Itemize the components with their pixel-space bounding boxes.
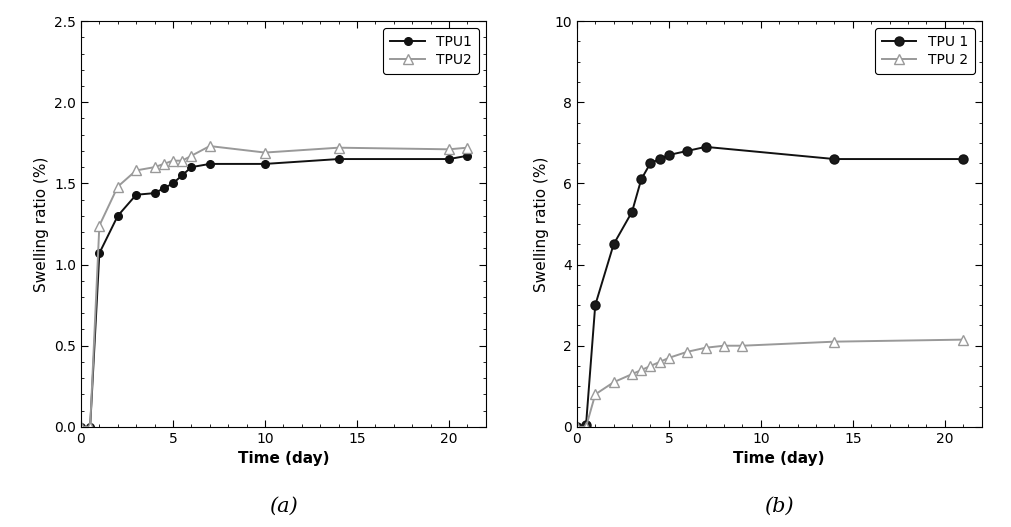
TPU2 — [111, 183, 123, 190]
TPU 2 — [699, 345, 711, 351]
TPU2 — [130, 167, 143, 173]
Legend: TPU1, TPU2: TPU1, TPU2 — [383, 28, 478, 74]
TPU2 — [158, 161, 170, 167]
X-axis label: Time (day): Time (day) — [733, 451, 824, 466]
Y-axis label: Swelling ratio (%): Swelling ratio (%) — [533, 157, 548, 291]
TPU 2 — [828, 338, 840, 345]
Y-axis label: Swelling ratio (%): Swelling ratio (%) — [33, 157, 49, 291]
TPU 2 — [717, 343, 729, 349]
TPU 1 — [828, 156, 840, 162]
TPU2 — [461, 144, 473, 151]
TPU2 — [333, 144, 345, 151]
TPU 2 — [570, 424, 582, 430]
TPU2 — [176, 158, 188, 164]
TPU1 — [111, 213, 123, 219]
TPU 2 — [588, 391, 601, 397]
TPU 1 — [588, 302, 601, 308]
TPU1 — [203, 161, 215, 167]
TPU2 — [203, 143, 215, 149]
TPU2 — [149, 164, 161, 170]
TPU 2 — [680, 349, 693, 355]
TPU 1 — [570, 424, 582, 430]
TPU 1 — [607, 241, 619, 248]
TPU 1 — [626, 209, 638, 215]
TPU2 — [93, 222, 105, 229]
TPU2 — [75, 424, 87, 430]
TPU2 — [84, 424, 96, 430]
TPU 2 — [644, 363, 656, 369]
TPU2 — [185, 153, 197, 159]
TPU 2 — [736, 343, 748, 349]
TPU1 — [185, 164, 197, 170]
TPU1 — [75, 424, 87, 430]
TPU1 — [333, 156, 345, 162]
TPU 2 — [662, 355, 674, 361]
Line: TPU1: TPU1 — [77, 152, 471, 431]
TPU1 — [158, 185, 170, 191]
TPU2 — [167, 158, 179, 164]
TPU1 — [130, 192, 143, 198]
TPU 2 — [579, 424, 591, 430]
TPU 1 — [680, 148, 693, 154]
TPU1 — [167, 180, 179, 187]
TPU1 — [176, 172, 188, 179]
TPU 2 — [607, 379, 619, 385]
X-axis label: Time (day): Time (day) — [238, 451, 329, 466]
TPU1 — [84, 424, 96, 430]
TPU 1 — [653, 156, 665, 162]
TPU 1 — [635, 176, 647, 182]
Text: (a): (a) — [269, 496, 297, 515]
TPU 1 — [662, 152, 674, 158]
TPU 2 — [635, 367, 647, 373]
Legend: TPU 1, TPU 2: TPU 1, TPU 2 — [874, 28, 974, 74]
TPU1 — [443, 156, 455, 162]
TPU 1 — [579, 422, 591, 428]
TPU2 — [443, 146, 455, 152]
Text: (b): (b) — [763, 496, 794, 515]
TPU 2 — [626, 371, 638, 377]
TPU1 — [93, 250, 105, 256]
TPU 2 — [956, 336, 969, 343]
TPU1 — [149, 190, 161, 196]
TPU 1 — [699, 144, 711, 150]
Line: TPU 1: TPU 1 — [572, 142, 967, 432]
Line: TPU 2: TPU 2 — [572, 335, 967, 432]
TPU1 — [461, 153, 473, 159]
TPU 2 — [653, 359, 665, 365]
TPU 1 — [644, 160, 656, 167]
Line: TPU2: TPU2 — [77, 142, 471, 432]
TPU1 — [259, 161, 271, 167]
TPU2 — [259, 149, 271, 155]
TPU 1 — [956, 156, 969, 162]
